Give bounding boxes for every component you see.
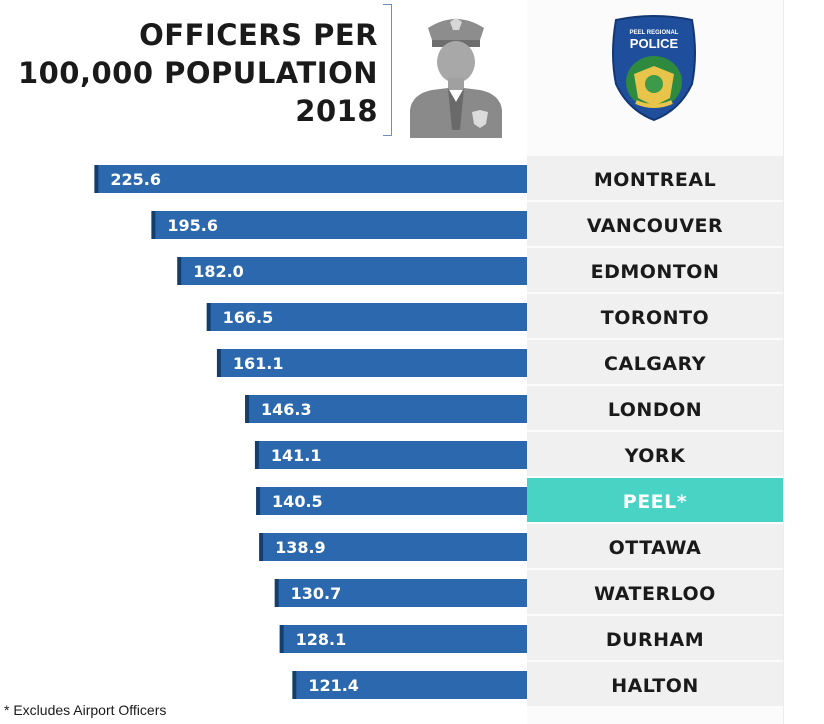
peel-regional-police-logo: PEEL REGIONAL POLICE (612, 15, 696, 122)
category-label: OTTAWA (609, 537, 702, 559)
title-line-2: 100,000 POPULATION (17, 56, 378, 90)
bar-vancouver (155, 211, 528, 239)
category-label: DURHAM (606, 629, 704, 651)
category-label-bg (527, 156, 783, 200)
bar-edge (254, 441, 261, 469)
category-label-bg (527, 432, 783, 476)
value-label: 195.6 (167, 216, 218, 235)
category-label: VANCOUVER (587, 215, 723, 237)
bar-edge (94, 165, 101, 193)
bar-edge (245, 395, 252, 423)
category-label: PEEL* (623, 491, 687, 513)
category-label-bg (527, 570, 783, 614)
bar-edge (292, 671, 299, 699)
chart-title: OFFICERS PER 100,000 POPULATION 2018 (18, 16, 378, 130)
value-label: 146.3 (261, 400, 312, 419)
bar-york (258, 441, 527, 469)
bar-toronto (210, 303, 527, 331)
bar-ottawa (263, 533, 527, 561)
bar-edge (274, 579, 281, 607)
value-label: 166.5 (223, 308, 274, 327)
bar-waterloo (278, 579, 527, 607)
bar-durham (283, 625, 527, 653)
title-bracket (383, 4, 392, 136)
bar-edge (259, 533, 266, 561)
category-label: HALTON (611, 675, 699, 697)
category-label-bg (527, 248, 783, 292)
category-label-bg (527, 616, 783, 660)
title-line-3: 2018 (295, 94, 378, 128)
value-label: 182.0 (193, 262, 244, 281)
bar-london (249, 395, 527, 423)
footnote: * Excludes Airport Officers (4, 702, 167, 718)
bar-edge (279, 625, 286, 653)
value-label: 161.1 (233, 354, 284, 373)
value-label: 138.9 (275, 538, 326, 557)
bar-edge (177, 257, 184, 285)
bar-edmonton (181, 257, 527, 285)
category-label-bg (527, 662, 783, 706)
category-label: EDMONTON (591, 261, 720, 283)
bar-halton (296, 671, 527, 699)
category-label: WATERLOO (594, 583, 716, 605)
bar-edge (216, 349, 223, 377)
bar-edge (206, 303, 213, 331)
value-label: 140.5 (272, 492, 323, 511)
bar-edge (256, 487, 263, 515)
title-line-1: OFFICERS PER (139, 18, 378, 52)
bar-montreal (98, 165, 528, 193)
category-label-bg (527, 294, 783, 338)
logo-text-line1: PEEL REGIONAL (630, 30, 679, 36)
bar-peel (260, 487, 527, 515)
category-label: YORK (624, 445, 686, 467)
logo-text-line2: POLICE (630, 36, 679, 51)
category-label-bg (527, 524, 783, 568)
value-label: 141.1 (271, 446, 322, 465)
category-label-bg (527, 202, 783, 246)
category-label-bg (527, 340, 783, 384)
value-label: 121.4 (308, 676, 359, 695)
category-label: LONDON (608, 399, 702, 421)
category-label-bg (527, 478, 783, 522)
bar-calgary (220, 349, 527, 377)
category-label: CALGARY (604, 353, 706, 375)
category-label: MONTREAL (594, 169, 716, 191)
category-label-bg (527, 386, 783, 430)
value-label: 128.1 (296, 630, 347, 649)
bar-edge (151, 211, 158, 239)
value-label: 225.6 (110, 170, 161, 189)
value-label: 130.7 (291, 584, 342, 603)
police-officer-icon (410, 18, 502, 138)
category-label: TORONTO (601, 307, 709, 329)
